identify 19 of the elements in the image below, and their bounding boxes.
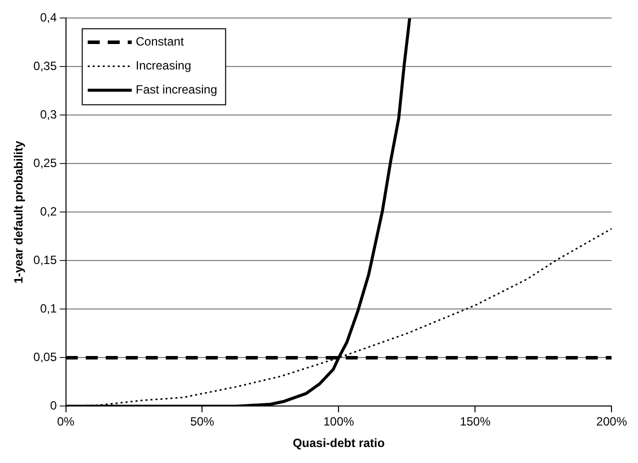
y-tick-label: 0 <box>50 398 58 413</box>
x-tick-label: 150% <box>460 414 491 429</box>
x-tick-label: 50% <box>190 414 215 429</box>
y-axis-title: 1-year default probability <box>12 140 26 284</box>
y-tick-label: 0,2 <box>40 204 58 219</box>
y-tick-label: 0,05 <box>33 350 58 364</box>
legend-label: Constant <box>136 34 184 49</box>
legend-label: Increasing <box>136 58 192 73</box>
y-tick-label: 0,15 <box>33 253 58 268</box>
y-tick-label: 0,4 <box>40 10 58 25</box>
y-tick-label: 0,3 <box>40 108 58 122</box>
x-tick-label: 0% <box>57 414 75 429</box>
y-tick-label: 0,25 <box>33 156 58 170</box>
legend-label: Fast increasing <box>136 82 218 97</box>
x-tick-label: 200% <box>596 414 628 429</box>
y-tick-label: 0,35 <box>33 59 58 74</box>
x-tick-label: 100% <box>323 414 354 429</box>
y-tick-label: 0,1 <box>40 302 58 316</box>
x-axis-title: Quasi-debt ratio <box>292 436 385 450</box>
